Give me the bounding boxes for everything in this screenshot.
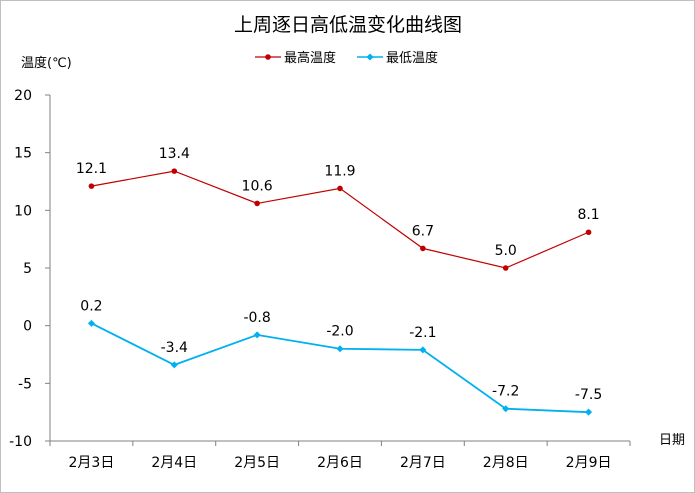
data-label: 13.4 (159, 146, 190, 162)
x-tick-label: 2月4日 (151, 455, 197, 471)
y-tick-label: 5 (23, 261, 32, 277)
data-label: 11.9 (324, 163, 355, 179)
data-point-low (170, 361, 178, 369)
data-label: 12.1 (76, 161, 107, 177)
data-label: -7.5 (575, 387, 602, 403)
y-tick-label: 15 (14, 146, 32, 162)
data-point-low (87, 319, 95, 327)
data-point-high (502, 265, 509, 271)
data-label: 10.6 (242, 178, 273, 194)
x-tick-label: 2月5日 (234, 455, 280, 471)
data-point-low (253, 331, 261, 339)
series-layer (87, 168, 593, 416)
data-point-high (254, 200, 260, 207)
chart-title: 上周逐日高低温变化曲线图 (234, 14, 462, 36)
data-point-high (171, 168, 178, 174)
y-axis-title: 温度(℃) (21, 55, 72, 71)
legend: 最高温度 最低温度 (255, 50, 438, 66)
data-label: -3.4 (161, 340, 188, 356)
data-point-low (419, 346, 427, 354)
data-point-low (502, 405, 510, 413)
legend-marker-low (366, 53, 374, 61)
axes: -10 -5 0 5 10 15 20 2月3日 2月4日 2月5日 2月6日 2月7日 2月8日 2月9… (9, 88, 631, 471)
x-tick-label: 2月3日 (69, 455, 115, 471)
data-label: -7.2 (492, 384, 519, 400)
data-point-high (337, 185, 343, 192)
y-tick-label: 20 (14, 88, 32, 104)
data-label: 5.0 (495, 243, 517, 259)
y-tick-label: -10 (9, 434, 32, 450)
legend-label-high: 最高温度 (284, 50, 336, 66)
data-label: -0.8 (243, 310, 270, 326)
legend-label-low: 最低温度 (386, 50, 438, 66)
x-tick-label: 2月6日 (317, 455, 363, 471)
x-tick-label: 2月8日 (483, 455, 529, 471)
x-axis-title: 日期 (659, 433, 685, 448)
data-label: 6.7 (412, 223, 434, 239)
data-point-high (585, 229, 592, 236)
data-point-low (585, 408, 593, 416)
data-label: -2.1 (409, 325, 436, 341)
y-tick-label: 0 (23, 319, 32, 335)
y-tick-label: 10 (14, 203, 32, 219)
data-point-high (88, 183, 95, 189)
data-label: 8.1 (577, 207, 599, 223)
y-tick-label: -5 (18, 376, 32, 392)
data-label: -2.0 (326, 324, 353, 340)
data-labels: 12.1 13.4 10.6 11.9 6.7 5.0 8.1 0.2 -3.4 -0.8 -2.0… (76, 146, 602, 403)
x-tick-label: 2月7日 (400, 455, 446, 471)
data-label: 0.2 (80, 298, 102, 314)
x-tick-label: 2月9日 (566, 455, 612, 471)
data-point-high (420, 245, 426, 252)
data-point-low (336, 345, 344, 353)
legend-marker-high (265, 54, 271, 60)
